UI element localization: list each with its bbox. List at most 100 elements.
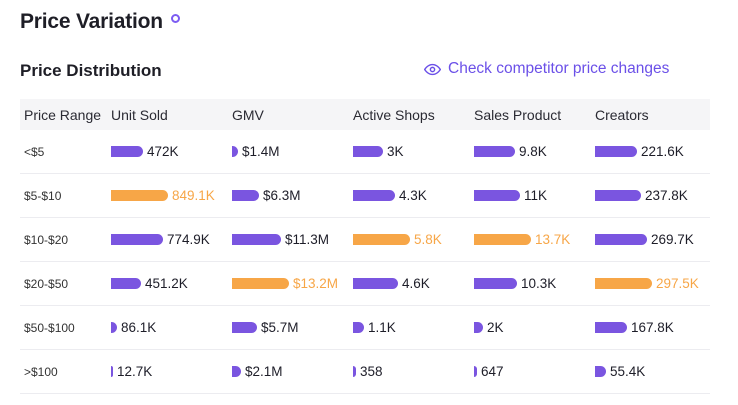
price-range-cell: $5-$10 bbox=[24, 188, 62, 203]
active-shops-cell: 3K bbox=[353, 144, 474, 159]
unit-sold-bar bbox=[111, 234, 163, 245]
table-row: $10-$20 774.9K $11.3M 5.8K 13.7K 269.7K bbox=[20, 218, 710, 262]
creators-value: 297.5K bbox=[656, 276, 699, 291]
sales-product-cell: 13.7K bbox=[474, 232, 595, 247]
sales-product-cell: 10.3K bbox=[474, 276, 595, 291]
creators-bar bbox=[595, 146, 637, 157]
table-row: $5-$10 849.1K $6.3M 4.3K 11K 237.8K bbox=[20, 174, 710, 218]
sales-product-value: 647 bbox=[481, 364, 504, 379]
table-row: $50-$100 86.1K $5.7M 1.1K 2K 167.8K bbox=[20, 306, 710, 350]
unit-sold-cell: 774.9K bbox=[111, 232, 232, 247]
creators-value: 269.7K bbox=[651, 232, 694, 247]
active-shops-value: 4.3K bbox=[399, 188, 427, 203]
column-header-creators: Creators bbox=[595, 106, 649, 123]
sales-product-cell: 647 bbox=[474, 364, 595, 379]
gmv-cell: $13.2M bbox=[232, 276, 353, 291]
sales-product-value: 9.8K bbox=[519, 144, 547, 159]
price-range-cell: $50-$100 bbox=[24, 320, 75, 335]
price-distribution-table: Price Range Unit Sold GMV Active Shops S… bbox=[20, 99, 710, 394]
unit-sold-cell: 86.1K bbox=[111, 320, 232, 335]
unit-sold-cell: 451.2K bbox=[111, 276, 232, 291]
creators-cell: 221.6K bbox=[595, 144, 710, 159]
active-shops-value: 5.8K bbox=[414, 232, 442, 247]
sales-product-bar bbox=[474, 278, 517, 289]
unit-sold-value: 849.1K bbox=[172, 188, 215, 203]
table-header: Price Range Unit Sold GMV Active Shops S… bbox=[20, 99, 710, 130]
column-header-active-shops: Active Shops bbox=[353, 106, 435, 123]
unit-sold-bar bbox=[111, 366, 113, 377]
sales-product-value: 2K bbox=[487, 320, 504, 335]
creators-bar bbox=[595, 190, 641, 201]
status-dot-icon bbox=[170, 13, 180, 23]
check-competitor-link-label: Check competitor price changes bbox=[448, 60, 670, 77]
unit-sold-value: 12.7K bbox=[117, 364, 153, 379]
active-shops-cell: 4.6K bbox=[353, 276, 474, 291]
check-competitor-link[interactable]: Check competitor price changes bbox=[424, 60, 669, 78]
active-shops-value: 358 bbox=[360, 364, 383, 379]
table-row: <$5 472K $1.4M 3K 9.8K 221.6K bbox=[20, 130, 710, 174]
gmv-value: $2.1M bbox=[245, 364, 283, 379]
sales-product-value: 11K bbox=[524, 188, 548, 203]
unit-sold-value: 451.2K bbox=[145, 276, 188, 291]
unit-sold-bar bbox=[111, 190, 168, 201]
unit-sold-value: 774.9K bbox=[167, 232, 210, 247]
active-shops-cell: 5.8K bbox=[353, 232, 474, 247]
active-shops-bar bbox=[353, 146, 383, 157]
active-shops-cell: 1.1K bbox=[353, 320, 474, 335]
creators-bar bbox=[595, 234, 647, 245]
gmv-value: $11.3M bbox=[285, 232, 330, 247]
unit-sold-bar bbox=[111, 146, 143, 157]
active-shops-value: 1.1K bbox=[368, 320, 396, 335]
active-shops-bar bbox=[353, 322, 364, 333]
column-header-sales-product: Sales Product bbox=[474, 106, 562, 123]
creators-value: 237.8K bbox=[645, 188, 688, 203]
gmv-cell: $1.4M bbox=[232, 144, 353, 159]
sales-product-cell: 9.8K bbox=[474, 144, 595, 159]
table-row: $20-$50 451.2K $13.2M 4.6K 10.3K 297.5K bbox=[20, 262, 710, 306]
table-row: >$100 12.7K $2.1M 358 647 55.4K bbox=[20, 350, 710, 394]
active-shops-bar bbox=[353, 234, 410, 245]
sales-product-bar bbox=[474, 366, 477, 377]
price-range-cell: <$5 bbox=[24, 144, 45, 159]
creators-value: 55.4K bbox=[610, 364, 646, 379]
creators-cell: 237.8K bbox=[595, 188, 710, 203]
gmv-bar bbox=[232, 146, 238, 157]
active-shops-cell: 4.3K bbox=[353, 188, 474, 203]
page-title-text: Price Variation bbox=[20, 10, 163, 33]
creators-bar bbox=[595, 366, 606, 377]
gmv-cell: $5.7M bbox=[232, 320, 353, 335]
active-shops-bar bbox=[353, 366, 356, 377]
gmv-value: $5.7M bbox=[261, 320, 299, 335]
creators-value: 221.6K bbox=[641, 144, 684, 159]
creators-bar bbox=[595, 278, 652, 289]
column-header-price-range: Price Range bbox=[24, 106, 102, 123]
creators-cell: 269.7K bbox=[595, 232, 710, 247]
gmv-bar bbox=[232, 366, 241, 377]
gmv-value: $13.2M bbox=[293, 276, 339, 291]
active-shops-bar bbox=[353, 190, 395, 201]
active-shops-cell: 358 bbox=[353, 364, 474, 379]
table-body: <$5 472K $1.4M 3K 9.8K 221.6K $5-$10 849.1K $6.3… bbox=[20, 130, 710, 394]
price-range-cell: >$100 bbox=[24, 364, 58, 379]
active-shops-bar bbox=[353, 278, 398, 289]
gmv-bar bbox=[232, 234, 281, 245]
gmv-bar bbox=[232, 322, 257, 333]
price-range-cell: $10-$20 bbox=[24, 232, 69, 247]
sales-product-bar bbox=[474, 190, 520, 201]
sales-product-bar bbox=[474, 234, 531, 245]
sales-product-cell: 2K bbox=[474, 320, 595, 335]
gmv-value: $6.3M bbox=[263, 188, 301, 203]
creators-bar bbox=[595, 322, 627, 333]
column-header-unit-sold: Unit Sold bbox=[111, 106, 168, 123]
gmv-cell: $11.3M bbox=[232, 232, 353, 247]
gmv-bar bbox=[232, 190, 259, 201]
section-title: Price Distribution bbox=[20, 61, 162, 80]
gmv-value: $1.4M bbox=[242, 144, 280, 159]
gmv-cell: $6.3M bbox=[232, 188, 353, 203]
unit-sold-cell: 12.7K bbox=[111, 364, 232, 379]
eye-icon bbox=[424, 63, 441, 75]
price-range-cell: $20-$50 bbox=[24, 276, 69, 291]
creators-cell: 167.8K bbox=[595, 320, 710, 335]
sales-product-value: 13.7K bbox=[535, 232, 571, 247]
unit-sold-value: 86.1K bbox=[121, 320, 157, 335]
